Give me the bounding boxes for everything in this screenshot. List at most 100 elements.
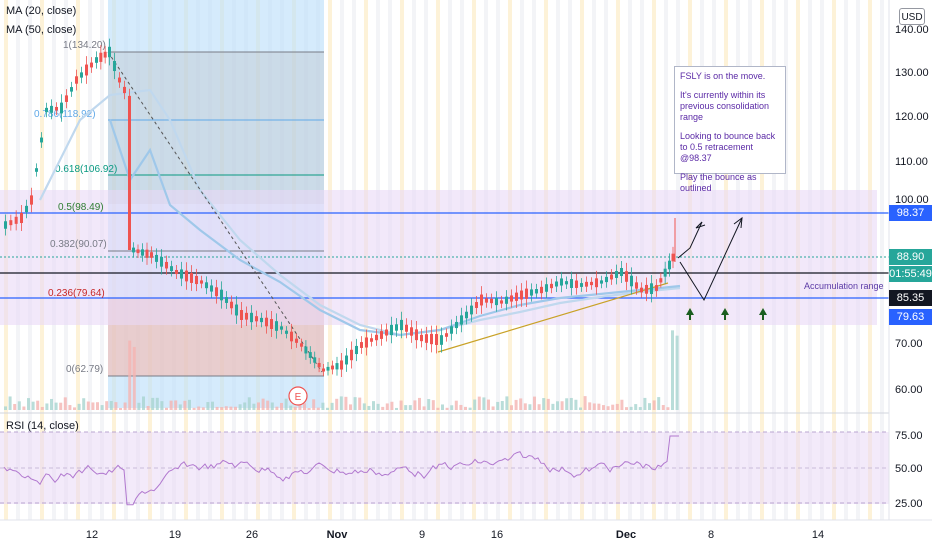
volume-bar	[431, 400, 435, 410]
volume-bar	[436, 407, 440, 410]
volume-bar	[427, 399, 431, 410]
volume-bar	[615, 403, 619, 410]
candle-body	[70, 87, 73, 92]
candle-body	[195, 275, 198, 285]
volume-bar	[82, 398, 86, 410]
projection-path-2[interactable]	[679, 217, 743, 302]
volume-bar	[583, 396, 587, 410]
volume-bar	[666, 407, 670, 410]
volume-bar	[661, 405, 665, 410]
legend-rsi[interactable]: RSI (14, close)	[6, 420, 79, 432]
candle-body	[605, 276, 608, 283]
candle-body	[250, 312, 253, 323]
projection-path-1[interactable]	[677, 221, 703, 259]
volume-bar	[261, 398, 265, 410]
candle-body	[570, 279, 573, 288]
candle-body	[390, 324, 393, 336]
candle-body	[313, 357, 317, 363]
note-textbox[interactable]: FSLY is on the move. It's currently with…	[674, 66, 786, 193]
time-tick: 9	[419, 529, 425, 541]
candle-body	[95, 57, 98, 63]
candle-body	[150, 252, 153, 258]
volume-bar	[215, 406, 219, 410]
price-tick: 110.00	[895, 156, 928, 168]
candle-body	[75, 76, 78, 84]
volume-bar	[422, 406, 426, 410]
volume-bar	[496, 401, 500, 410]
earnings-marker-icon[interactable]	[288, 386, 308, 406]
candle-body	[565, 281, 568, 285]
candle-body	[445, 333, 448, 337]
currency-button[interactable]: USD	[899, 8, 925, 25]
candle-body	[322, 368, 325, 372]
candle-body	[280, 326, 283, 330]
volume-bar	[31, 401, 35, 410]
volume-bar	[330, 402, 334, 410]
note-line-3: Looking to bounce back to 0.5 retracemen…	[680, 131, 776, 163]
candle-body	[65, 95, 68, 102]
candle-body	[118, 77, 121, 83]
volume-bar	[151, 397, 155, 410]
volume-bar	[243, 402, 247, 410]
volume-bar	[289, 405, 293, 410]
volume-bar	[229, 406, 233, 410]
volume-bar	[362, 403, 366, 410]
volume-bar	[17, 401, 21, 410]
candle-body	[255, 316, 258, 322]
candle-body	[555, 281, 558, 287]
trendline[interactable]	[437, 282, 669, 353]
price-tag-last[interactable]: 88.90	[889, 249, 932, 265]
volume-bar	[404, 405, 408, 410]
volume-bar	[523, 403, 527, 410]
candle-body	[331, 365, 334, 370]
volume-bar	[293, 406, 297, 410]
candle-body	[430, 333, 433, 345]
volume-bar	[643, 397, 647, 410]
fib-label-5: 0.5(98.49)	[58, 202, 104, 213]
time-tick: 12	[86, 529, 98, 541]
volume-bar	[275, 406, 279, 410]
volume-bar	[321, 402, 325, 410]
volume-bar	[63, 397, 67, 410]
price-tag-98-37[interactable]: 98.37	[889, 205, 932, 221]
volume-bar	[579, 407, 582, 410]
candle-body	[645, 284, 648, 294]
legend-ma50[interactable]: MA (50, close)	[6, 24, 77, 36]
price-tick: 140.00	[895, 24, 929, 36]
ma20-line	[108, 119, 681, 337]
volume-bar	[174, 400, 178, 410]
fib-zone-grey	[108, 52, 324, 204]
time-tick: 19	[169, 529, 181, 541]
price-tag-text: 01:55:49	[889, 268, 932, 280]
volume-bar	[316, 407, 320, 410]
candle-body	[610, 274, 613, 280]
candle-body	[435, 334, 438, 345]
price-tag-85-35[interactable]: 85.35	[889, 290, 932, 306]
volume-bar	[247, 397, 251, 410]
candle-body	[415, 329, 418, 341]
volume-bar	[546, 398, 550, 410]
candle-body	[505, 296, 508, 304]
candle-body	[132, 247, 135, 253]
candle-body	[270, 319, 273, 329]
volume-bar	[395, 407, 398, 410]
price-tag-text: 98.37	[896, 207, 925, 219]
candle-body	[145, 249, 149, 258]
volume-bar	[441, 404, 444, 410]
volume-bar	[510, 405, 513, 410]
volume-bar	[390, 401, 394, 410]
candle-body	[317, 362, 321, 368]
legend-ma20[interactable]: MA (20, close)	[6, 5, 77, 17]
candle-body	[20, 212, 23, 224]
candle-body	[200, 280, 203, 284]
volume-bar	[4, 406, 7, 410]
candle-body	[550, 283, 553, 289]
candle-body	[590, 281, 593, 286]
candle-body	[475, 302, 478, 308]
price-tag-countdown[interactable]: 01:55:49	[889, 266, 932, 282]
candle-body	[30, 195, 33, 205]
volume-bar	[358, 397, 362, 410]
price-tag-79-63[interactable]: 79.63	[889, 309, 932, 325]
